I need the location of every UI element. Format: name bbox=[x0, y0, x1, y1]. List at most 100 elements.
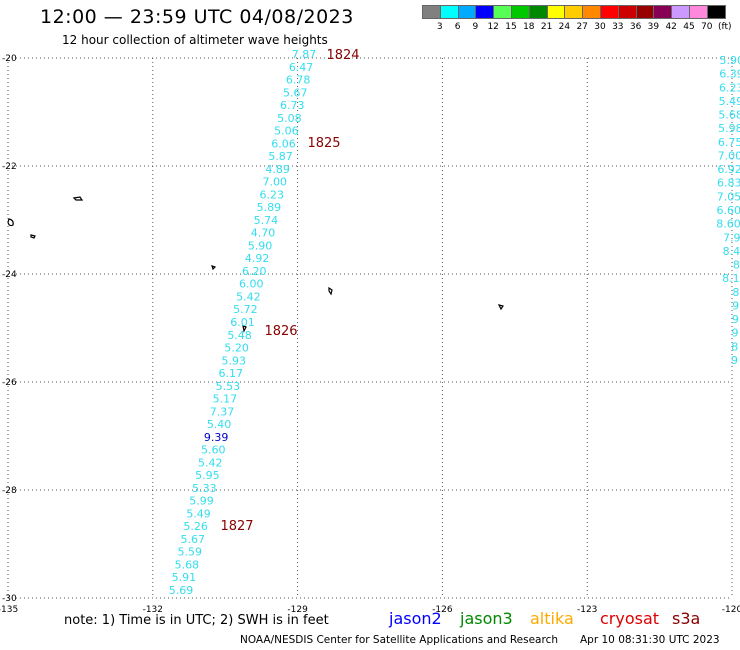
island-3 bbox=[30, 234, 36, 239]
track-reading: 5.59 bbox=[178, 546, 203, 559]
track-reading: 5.72 bbox=[233, 303, 258, 316]
footer-note: note: 1) Time is in UTC; 2) SWH is in fe… bbox=[64, 613, 329, 628]
track-reading: 5.93 bbox=[221, 354, 246, 367]
track-reading: 5.74 bbox=[254, 214, 279, 227]
islands bbox=[7, 196, 504, 333]
satellite-name: altika bbox=[530, 609, 574, 628]
time-label: 1826 bbox=[264, 324, 297, 339]
track-reading: 5.69 bbox=[169, 584, 194, 597]
right-track-reading: 8 bbox=[731, 340, 738, 353]
track-reading: 5.20 bbox=[224, 342, 249, 355]
lon-tick-label: -132 bbox=[143, 605, 163, 615]
legend-label: 42 bbox=[665, 22, 677, 32]
legend-label: 24 bbox=[558, 22, 571, 32]
lat-tick-label: -30 bbox=[2, 594, 17, 604]
island-7 bbox=[242, 325, 247, 333]
track-reading: 4.89 bbox=[265, 163, 290, 176]
main-track: 7.876.476.785.676.735.085.066.065.874.89… bbox=[169, 48, 317, 597]
right-track-reading: 8.4 bbox=[723, 245, 740, 258]
legend-label: 36 bbox=[629, 22, 642, 32]
track-reading: 5.08 bbox=[277, 112, 302, 125]
right-track-reading: 6.39 bbox=[719, 68, 740, 81]
legend-label: 15 bbox=[505, 22, 517, 32]
time-label: 1824 bbox=[326, 48, 359, 63]
track-reading: 5.26 bbox=[183, 520, 208, 533]
right-track-reading: 8.60 bbox=[716, 218, 740, 231]
satellite-name: cryosat bbox=[600, 609, 660, 628]
track-reading: 5.67 bbox=[180, 533, 205, 546]
track-reading: 9.39 bbox=[204, 431, 229, 444]
time-label: 1827 bbox=[220, 519, 253, 534]
right-track-reading: 6.75 bbox=[718, 136, 740, 149]
track-reading: 6.00 bbox=[239, 278, 264, 291]
legend-label: 33 bbox=[612, 22, 624, 32]
track-reading: 6.73 bbox=[280, 99, 305, 112]
track-reading: 5.33 bbox=[192, 482, 217, 495]
right-track-reading: 7.05 bbox=[717, 190, 740, 203]
track-reading: 6.47 bbox=[289, 61, 314, 74]
right-track-reading: 6.92 bbox=[717, 163, 740, 176]
track-reading: 5.17 bbox=[213, 393, 238, 406]
right-track-reading: 6.60 bbox=[717, 204, 740, 217]
right-track-reading: 6.83 bbox=[717, 177, 740, 190]
track-reading: 5.48 bbox=[227, 329, 252, 342]
right-track-reading: 7.9 bbox=[723, 231, 740, 244]
track-reading: 6.23 bbox=[260, 188, 285, 201]
legend-label: 30 bbox=[594, 22, 606, 32]
track-reading: 6.20 bbox=[242, 265, 267, 278]
track-reading: 6.06 bbox=[271, 137, 296, 150]
right-track-reading: 6.23 bbox=[719, 81, 740, 94]
right-track-reading: 5.49 bbox=[719, 95, 740, 108]
legend-unit: (ft) bbox=[718, 22, 732, 32]
track-reading: 5.60 bbox=[201, 444, 226, 457]
track-reading: 5.90 bbox=[248, 239, 273, 252]
legend-label: 21 bbox=[540, 22, 553, 32]
lon-tick-label: -120 bbox=[722, 605, 740, 615]
legend-label: 70 bbox=[701, 22, 713, 32]
right-track-reading: 9 bbox=[732, 313, 739, 326]
right-track-reading: 9 bbox=[732, 327, 739, 340]
track-reading: 7.00 bbox=[262, 176, 287, 189]
time-labels: 1824 1825 1826 1827 bbox=[220, 48, 359, 534]
track-reading: 4.70 bbox=[251, 227, 276, 240]
right-track-reading: 9 bbox=[731, 354, 738, 367]
satellite-name: s3a bbox=[672, 609, 701, 628]
track-reading: 5.06 bbox=[274, 125, 299, 138]
island-6 bbox=[497, 304, 504, 311]
track-reading: 4.92 bbox=[245, 252, 270, 265]
lat-tick-label: -22 bbox=[2, 162, 17, 172]
satellite-name: jason2 bbox=[389, 609, 442, 628]
track-reading: 6.78 bbox=[286, 74, 311, 87]
right-track-reading: 5.90 bbox=[720, 54, 740, 67]
track-reading: 5.42 bbox=[198, 456, 223, 469]
legend-swatch bbox=[706, 5, 726, 19]
track-reading: 5.87 bbox=[268, 150, 293, 163]
lon-tick-label: -126 bbox=[432, 605, 453, 615]
lon-tick-label: -129 bbox=[287, 605, 308, 615]
track-reading: 5.49 bbox=[186, 507, 211, 520]
track-reading: 6.17 bbox=[219, 367, 244, 380]
track-reading: 5.99 bbox=[189, 495, 214, 508]
right-track-reading: 8.1 bbox=[722, 272, 740, 285]
island-1 bbox=[72, 196, 84, 201]
legend-label: 18 bbox=[523, 22, 535, 32]
legend-label: 9 bbox=[472, 22, 479, 32]
footer-timestamp: Apr 10 08:31:30 UTC 2023 bbox=[580, 634, 720, 646]
page-subtitle: 12 hour collection of altimeter wave hei… bbox=[62, 33, 328, 47]
page-title: 12:00 — 23:59 UTC 04/08/2023 bbox=[40, 6, 354, 28]
footer-credit: NOAA/NESDIS Center for Satellite Applica… bbox=[240, 634, 558, 646]
lon-tick-label: -123 bbox=[577, 605, 597, 615]
track-reading: 5.91 bbox=[172, 571, 197, 584]
right-track-reading: 7.00 bbox=[718, 149, 740, 162]
track-reading: 7.87 bbox=[292, 48, 317, 61]
legend-label: 3 bbox=[436, 22, 443, 32]
right-track-reading: 8 bbox=[732, 286, 739, 299]
right-track-reading: 8 bbox=[733, 259, 740, 272]
track-reading: 5.67 bbox=[283, 86, 308, 99]
legend-label: 6 bbox=[454, 22, 461, 32]
axis-ticks: -135 -132 -129 -126 -123 -120 -20 -22 -24 -26 -28 -… bbox=[0, 54, 740, 615]
track-reading: 5.42 bbox=[236, 290, 261, 303]
track-reading: 5.89 bbox=[257, 201, 282, 214]
